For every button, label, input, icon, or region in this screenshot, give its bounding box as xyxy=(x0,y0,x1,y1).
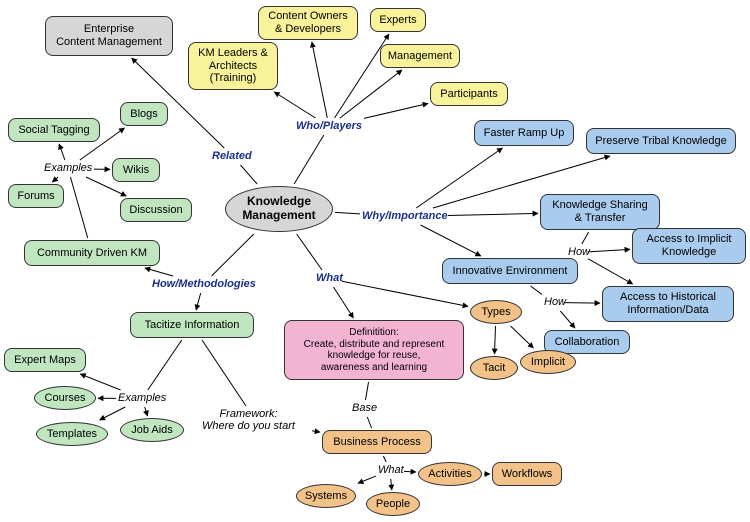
node-courses: Courses xyxy=(34,386,96,410)
node-jobaids: Job Aids xyxy=(120,418,184,442)
node-preserve: Preserve Tribal Knowledge xyxy=(586,128,736,154)
edge-lbl-ex2-jobaids xyxy=(145,407,148,416)
edge-lbl-base-bproc xyxy=(367,417,371,428)
node-forums: Forums xyxy=(8,184,64,208)
edge-lbl-why-faster xyxy=(416,148,502,208)
label-lbl-who: Who/Players xyxy=(296,120,362,132)
edge-lbl-what2-systems xyxy=(358,476,376,483)
node-expmaps: Expert Maps xyxy=(4,348,86,372)
node-center: KnowledgeManagement xyxy=(225,186,333,232)
label-lbl-ex2: Examples xyxy=(118,392,166,404)
node-people: People xyxy=(366,492,420,516)
edge-innov-lbl-how3 xyxy=(530,286,542,294)
label-lbl-how: How/Methodologies xyxy=(152,278,256,290)
label-lbl-ex1: Examples xyxy=(44,162,92,174)
edge-center-lbl-how xyxy=(212,234,254,276)
edge-center-lbl-why xyxy=(335,212,360,214)
edge-lbl-ex1-forums xyxy=(52,177,58,182)
edge-lbl-what-def xyxy=(333,287,353,318)
node-soctag: Social Tagging xyxy=(8,118,100,142)
node-blogs: Blogs xyxy=(120,102,168,126)
node-bproc: Business Process xyxy=(322,430,432,454)
node-def: Definitition:Create, distribute and repr… xyxy=(284,320,464,380)
edge-lbl-how-cdkm xyxy=(145,268,173,276)
node-innov: Innovative Environment xyxy=(442,258,578,284)
edge-def-lbl-base xyxy=(365,382,368,400)
node-accimp: Access to ImplicitKnowledge xyxy=(632,228,746,264)
edge-bproc-lbl-what2 xyxy=(383,456,386,462)
edge-center-lbl-related xyxy=(240,165,257,184)
edge-center-lbl-who xyxy=(294,135,324,184)
node-mgmt: Management xyxy=(380,44,460,68)
edge-lbl-ex1-soctag xyxy=(59,144,65,160)
label-lbl-what: What xyxy=(316,272,343,284)
node-systems: Systems xyxy=(296,484,356,508)
label-lbl-how3: How xyxy=(544,296,566,308)
edge-types-implicit xyxy=(511,326,534,348)
edge-lbl-what2-people xyxy=(391,479,392,490)
label-lbl-what2: What xyxy=(378,464,404,476)
label-lbl-why: Why/Importance xyxy=(362,210,448,222)
edge-kshare-lbl-how2 xyxy=(582,232,589,244)
node-workflow: Workflows xyxy=(492,462,562,486)
node-tacitize: Tacitize Information xyxy=(130,312,254,338)
concept-map-canvas: KnowledgeManagement EnterpriseContent Man… xyxy=(0,0,750,522)
node-activ: Activities xyxy=(418,462,482,486)
edge-lbl-who-kmlead xyxy=(274,92,315,118)
edge-lbl-how2-accimp xyxy=(588,249,630,251)
label-lbl-related: Related xyxy=(212,150,252,162)
node-experts: Experts xyxy=(370,8,426,32)
edge-lbl-who-mgmt xyxy=(340,70,402,118)
edge-cdkm-lbl-ex1 xyxy=(70,177,87,238)
node-partic: Participants xyxy=(430,82,508,106)
edge-lbl-who-contown xyxy=(312,42,327,118)
edge-lbl-ex2-expmaps xyxy=(80,374,120,390)
edge-lbl-why-innov xyxy=(421,225,481,256)
edge-lbl-ex2-templates xyxy=(100,407,126,420)
edge-tacitize-lbl-ex2 xyxy=(148,340,182,390)
edge-center-lbl-what xyxy=(297,234,322,270)
node-cdkm: Community Driven KM xyxy=(24,240,160,266)
edge-lbl-how2-acchist xyxy=(588,259,633,284)
node-kshare: Knowledge Sharing& Transfer xyxy=(540,194,660,230)
edge-lbl-frame-bproc xyxy=(312,431,320,432)
node-types: Types xyxy=(470,300,522,324)
node-kmlead: KM Leaders &Architects(Training) xyxy=(188,42,278,90)
edge-lbl-who-partic xyxy=(364,104,428,119)
label-lbl-how2: How xyxy=(568,246,590,258)
node-contown: Content Owners& Developers xyxy=(258,6,358,40)
label-lbl-frame: Framework:Where do you start xyxy=(202,408,295,432)
edge-lbl-what2-activ xyxy=(404,471,416,472)
edge-tacitize-lbl-frame xyxy=(202,340,246,406)
node-disc: Discussion xyxy=(120,198,192,222)
edge-lbl-how3-collab xyxy=(560,311,575,328)
node-implicit: Implicit xyxy=(520,350,576,374)
edge-lbl-what-types xyxy=(342,281,468,306)
node-wikis: Wikis xyxy=(112,158,160,182)
node-acchist: Access to HistoricalInformation/Data xyxy=(602,286,734,322)
edge-lbl-why-kshare xyxy=(448,213,538,215)
label-lbl-base: Base xyxy=(352,402,377,414)
node-tacit: Tacit xyxy=(470,356,518,380)
node-templates: Templates xyxy=(36,422,108,446)
node-ecm: EnterpriseContent Management xyxy=(45,16,173,56)
edge-lbl-how-tacitize xyxy=(196,293,201,310)
edge-types-tacit xyxy=(495,326,496,354)
node-faster: Faster Ramp Up xyxy=(474,120,574,146)
